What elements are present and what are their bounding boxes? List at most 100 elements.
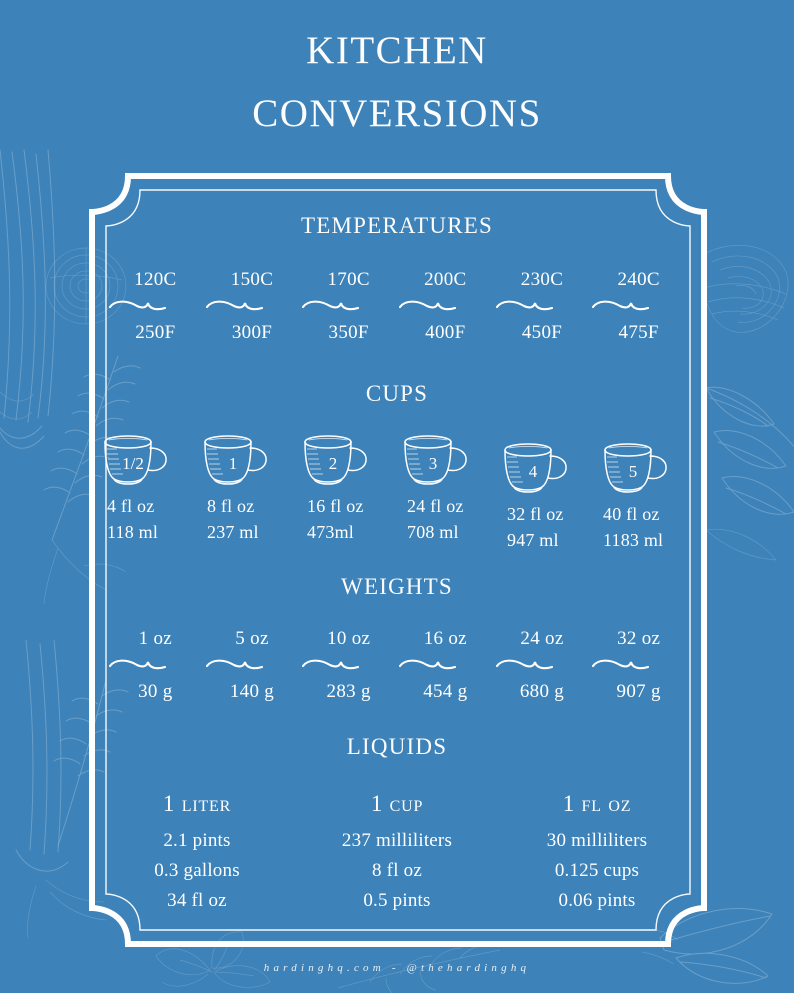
title-line-2: Conversions — [252, 76, 542, 139]
cup-fl-oz: 40 fl oz — [603, 504, 660, 524]
liquid-column: 1 Cup 237 milliliters 8 fl oz 0.5 pints — [297, 791, 497, 916]
cup-fl-oz: 16 fl oz — [307, 496, 364, 516]
cup-item: 3 24 fl oz 708 ml — [397, 433, 497, 545]
weight-item: 1 oz 30 g — [107, 629, 204, 701]
liquid-value: 0.06 pints — [558, 890, 636, 912]
weight-item: 24 oz 680 g — [494, 629, 591, 701]
temperature-item: 170C 350F — [300, 270, 397, 342]
liquid-value: 0.3 gallons — [154, 860, 240, 882]
liquid-column: 1 Liter 2.1 pints 0.3 gallons 34 fl oz — [97, 791, 297, 916]
weight-item: 5 oz 140 g — [204, 629, 301, 701]
flourish-divider-icon — [590, 657, 687, 673]
temperature-fahrenheit: 400F — [425, 322, 466, 343]
weight-oz: 10 oz — [327, 628, 371, 649]
cup-number-label: 3 — [429, 454, 438, 473]
weight-oz: 5 oz — [235, 628, 269, 649]
measuring-cup-icon: 3 — [397, 433, 497, 487]
temperature-item: 240C 475F — [590, 270, 687, 342]
section-liquids: Liquids 1 Liter 2.1 pints 0.3 gallons 34… — [88, 726, 706, 916]
weights-heading: Weights — [341, 566, 453, 602]
cup-ml: 473ml — [307, 522, 355, 543]
temperature-item: 120C 250F — [107, 270, 204, 342]
flourish-divider-icon — [300, 657, 397, 673]
measuring-cup-icon: 1 — [197, 433, 297, 487]
weights-grid: 1 oz 30 g 5 oz 140 g 10 oz — [107, 629, 687, 701]
temperature-celsius: 200C — [424, 269, 467, 290]
temperature-celsius: 150C — [230, 269, 274, 290]
section-weights: Weights 1 oz 30 g 5 oz 140 g — [88, 566, 706, 701]
weight-grams: 283 g — [326, 681, 371, 702]
cup-number-label: 4 — [529, 462, 538, 481]
weight-item: 16 oz 454 g — [397, 629, 494, 701]
cup-fl-oz: 8 fl oz — [207, 496, 255, 516]
flourish-divider-icon — [204, 657, 301, 673]
temperature-item: 150C 300F — [204, 270, 301, 342]
botanical-chives-left — [0, 149, 100, 480]
flourish-divider-icon — [397, 298, 494, 314]
temperatures-heading: Temperatures — [300, 205, 494, 241]
liquid-value: 0.5 pints — [363, 890, 431, 912]
cup-item: 2 16 fl oz 473ml — [297, 433, 397, 545]
measuring-cup-icon: 1/2 — [97, 433, 197, 487]
weight-oz: 1 oz — [138, 628, 173, 649]
temperature-fahrenheit: 350F — [328, 322, 369, 343]
cup-number-label: 1/2 — [122, 454, 144, 473]
cup-fl-oz: 4 fl oz — [107, 496, 155, 516]
flourish-divider-icon — [107, 298, 204, 314]
weight-grams: 680 g — [519, 681, 565, 702]
liquid-value: 2.1 pints — [163, 830, 231, 851]
temperature-celsius: 240C — [617, 269, 660, 290]
liquid-value: 0.125 cups — [554, 860, 640, 882]
weight-item: 10 oz 283 g — [300, 629, 397, 701]
flourish-divider-icon — [590, 298, 687, 314]
temperature-celsius: 120C — [134, 269, 177, 290]
cup-ml: 947 ml — [507, 530, 559, 551]
temperature-fahrenheit: 250F — [135, 322, 176, 343]
cup-number-label: 2 — [329, 454, 338, 473]
cup-ml: 708 ml — [407, 522, 459, 543]
cup-ml: 1183 ml — [603, 530, 664, 551]
weight-oz: 32 oz — [617, 628, 661, 649]
poster-content: Temperatures 120C 250F 150C 300F — [88, 168, 706, 948]
weight-grams: 140 g — [229, 681, 275, 702]
liquid-value: 8 fl oz — [372, 860, 422, 882]
section-temperatures: Temperatures 120C 250F 150C 300F — [88, 205, 706, 342]
cup-item: 5 40 fl oz 1183 ml — [597, 441, 697, 553]
cups-grid: 1/2 4 fl oz 118 ml — [97, 433, 697, 553]
cup-fl-oz: 32 fl oz — [507, 504, 564, 524]
liquid-value: 30 milliliters — [546, 830, 648, 851]
flourish-divider-icon — [397, 657, 494, 673]
cup-fl-oz: 24 fl oz — [407, 496, 464, 516]
section-cups: Cups — [88, 373, 706, 553]
temperature-celsius: 230C — [520, 269, 564, 290]
liquids-grid: 1 Liter 2.1 pints 0.3 gallons 34 fl oz 1… — [97, 791, 697, 916]
liquid-value: 34 fl oz — [167, 890, 227, 912]
temperature-item: 230C 450F — [494, 270, 591, 342]
cup-number-label: 5 — [629, 462, 638, 481]
poster-title: Kitchen Conversions — [0, 14, 794, 139]
liquids-heading: Liquids — [346, 726, 448, 762]
cup-item: 4 32 fl oz 947 ml — [497, 441, 597, 553]
botanical-basil-right — [700, 370, 794, 580]
weight-oz: 16 oz — [423, 628, 467, 649]
liquid-value: 237 milliliters — [341, 830, 453, 851]
measuring-cup-icon: 5 — [597, 441, 697, 495]
footer-credit: hardinghq.com - @thehardinghq — [263, 962, 531, 974]
weight-item: 32 oz 907 g — [590, 629, 687, 701]
flourish-divider-icon — [300, 298, 397, 314]
cups-heading: Cups — [365, 373, 429, 409]
cup-ml: 237 ml — [207, 522, 259, 543]
weight-grams: 454 g — [423, 681, 468, 702]
cup-ml: 118 ml — [107, 522, 159, 543]
flourish-divider-icon — [494, 298, 591, 314]
temperatures-grid: 120C 250F 150C 300F 170C — [107, 270, 687, 342]
liquid-title: 1 Cup — [370, 791, 424, 816]
cup-number-label: 1 — [229, 454, 238, 473]
temperature-item: 200C 400F — [397, 270, 494, 342]
temperature-fahrenheit: 300F — [231, 322, 273, 343]
temperature-celsius: 170C — [327, 269, 370, 290]
temperature-fahrenheit: 450F — [521, 322, 563, 343]
temperature-fahrenheit: 475F — [618, 322, 659, 343]
cup-item: 1/2 4 fl oz 118 ml — [97, 433, 197, 545]
